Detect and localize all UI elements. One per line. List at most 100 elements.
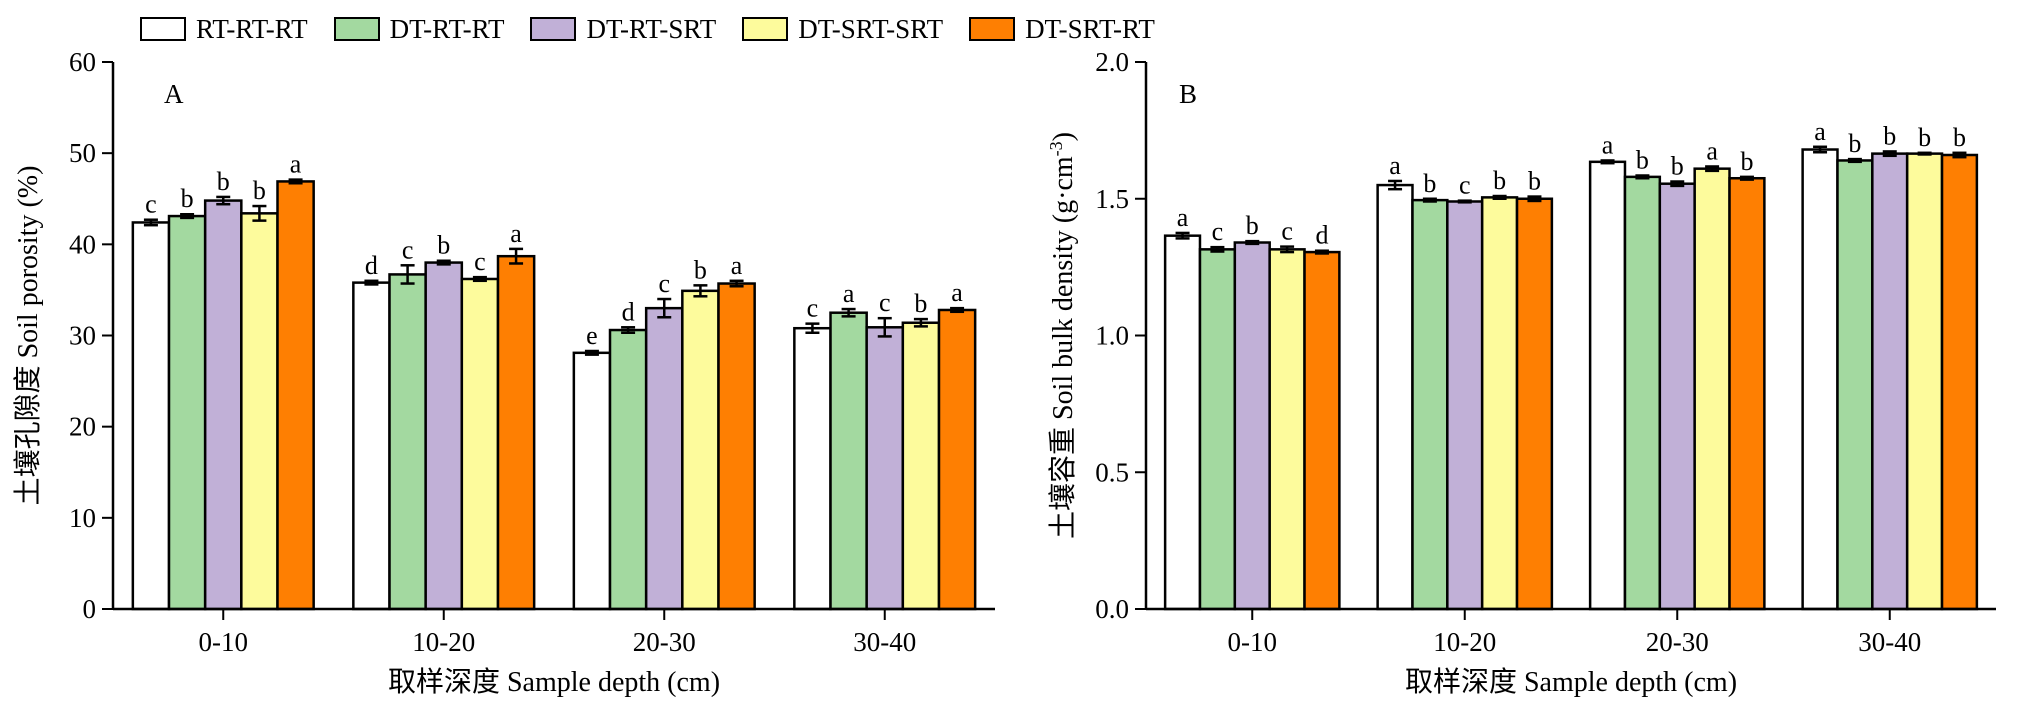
- significance-label: b: [694, 255, 707, 284]
- legend-swatch: [530, 17, 577, 41]
- bar: [388, 273, 427, 611]
- significance-label: c: [879, 288, 891, 317]
- panel-label: A: [164, 79, 184, 109]
- legend-item: DT-RT-SRT: [530, 14, 716, 45]
- bar: [608, 328, 648, 611]
- significance-label: b: [1918, 123, 1931, 152]
- x-tick-label: 20-30: [1646, 627, 1709, 657]
- bar: [1268, 248, 1306, 611]
- legend-item: DT-SRT-RT: [969, 14, 1155, 45]
- y-axis-label-end: ): [1048, 132, 1079, 141]
- significance-label: e: [586, 321, 598, 350]
- bar: [1905, 152, 1944, 611]
- significance-label: c: [1212, 217, 1224, 246]
- y-tick-label: 0.5: [1095, 457, 1129, 487]
- x-axis-label: 取样深度 Sample depth (cm): [1405, 666, 1737, 698]
- x-axis-label: 取样深度 Sample depth (cm): [388, 666, 720, 698]
- bar: [167, 214, 207, 611]
- significance-label: c: [658, 269, 670, 298]
- significance-label: a: [1177, 203, 1189, 232]
- x-tick-label: 0-10: [199, 627, 249, 657]
- significance-label: b: [253, 176, 266, 205]
- legend-swatch: [742, 17, 789, 41]
- bar: [1623, 175, 1662, 611]
- significance-label: c: [807, 294, 819, 323]
- bar: [1515, 197, 1554, 611]
- bar: [1940, 153, 1979, 611]
- bar: [1303, 250, 1341, 611]
- significance-label: c: [145, 190, 157, 219]
- significance-label: a: [1814, 117, 1826, 146]
- bar: [572, 351, 612, 611]
- y-axis-label: 土壤容重 Soil bulk density (g·cm-3): [1046, 132, 1079, 539]
- x-tick-label: 10-20: [412, 627, 475, 657]
- bar: [1871, 152, 1909, 611]
- bar: [1588, 160, 1627, 611]
- significance-label: d: [1315, 221, 1328, 250]
- significance-label: b: [437, 231, 450, 260]
- significance-label: b: [1423, 169, 1436, 198]
- significance-label: a: [290, 150, 302, 179]
- bar: [937, 308, 977, 611]
- significance-label: b: [217, 167, 230, 196]
- significance-label: b: [181, 184, 194, 213]
- significance-label: c: [402, 235, 414, 264]
- bar: [424, 261, 464, 611]
- legend-label: DT-SRT-SRT: [798, 13, 944, 44]
- y-axis-label-superscript: -3: [1046, 141, 1066, 156]
- y-tick-label: 60: [69, 47, 96, 77]
- bar: [1693, 167, 1731, 611]
- significance-label: b: [1740, 147, 1753, 176]
- significance-label: c: [1281, 217, 1293, 246]
- legend-item: DT-SRT-SRT: [742, 14, 943, 45]
- y-tick-label: 20: [69, 412, 96, 442]
- bar: [829, 311, 868, 611]
- legend: RT-RT-RT DT-RT-RT DT-RT-SRT DT-SRT-SRT D…: [140, 11, 1181, 47]
- y-tick-label: 0: [83, 594, 97, 624]
- significance-label: b: [1671, 152, 1684, 181]
- bar: [901, 321, 941, 611]
- bar: [1836, 159, 1874, 611]
- significance-label: a: [510, 219, 522, 248]
- y-tick-label: 0.0: [1095, 594, 1129, 624]
- bar: [1376, 183, 1414, 611]
- significance-label: b: [914, 289, 927, 318]
- legend-item: RT-RT-RT: [140, 14, 308, 45]
- y-tick-label: 1.5: [1095, 184, 1129, 214]
- legend-label: DT-SRT-RT: [1025, 13, 1155, 44]
- bar: [1480, 196, 1519, 611]
- y-tick-label: 1.0: [1095, 321, 1129, 351]
- significance-label: a: [1602, 130, 1614, 159]
- legend-label: DT-RT-RT: [389, 13, 505, 44]
- x-tick-label: 20-30: [633, 627, 696, 657]
- significance-label: c: [474, 247, 486, 276]
- significance-label: a: [731, 251, 743, 280]
- legend-item: DT-RT-RT: [333, 13, 505, 45]
- significance-label: a: [843, 279, 855, 308]
- bar: [717, 282, 756, 611]
- bar: [496, 254, 536, 611]
- y-axis-label: 土壤孔隙度 Soil porosity (%): [12, 166, 44, 506]
- x-tick-label: 0-10: [1228, 627, 1278, 657]
- y-tick-label: 40: [69, 229, 96, 259]
- bar: [1728, 176, 1766, 611]
- significance-label: b: [1493, 166, 1506, 195]
- bar: [1233, 241, 1271, 611]
- significance-label: b: [1636, 146, 1649, 175]
- bar: [1658, 182, 1696, 611]
- y-tick-label: 10: [69, 503, 96, 533]
- bar: [1801, 148, 1839, 611]
- significance-label: d: [622, 297, 635, 326]
- y-tick-label: 2.0: [1095, 47, 1129, 77]
- bar: [460, 277, 500, 611]
- significance-label: a: [1706, 136, 1718, 165]
- significance-label: d: [365, 251, 378, 280]
- x-tick-label: 30-40: [853, 627, 916, 657]
- significance-label: a: [951, 278, 963, 307]
- bar: [203, 199, 243, 611]
- significance-label: b: [1848, 129, 1861, 158]
- bar: [1446, 200, 1484, 611]
- legend-label: RT-RT-RT: [196, 13, 308, 44]
